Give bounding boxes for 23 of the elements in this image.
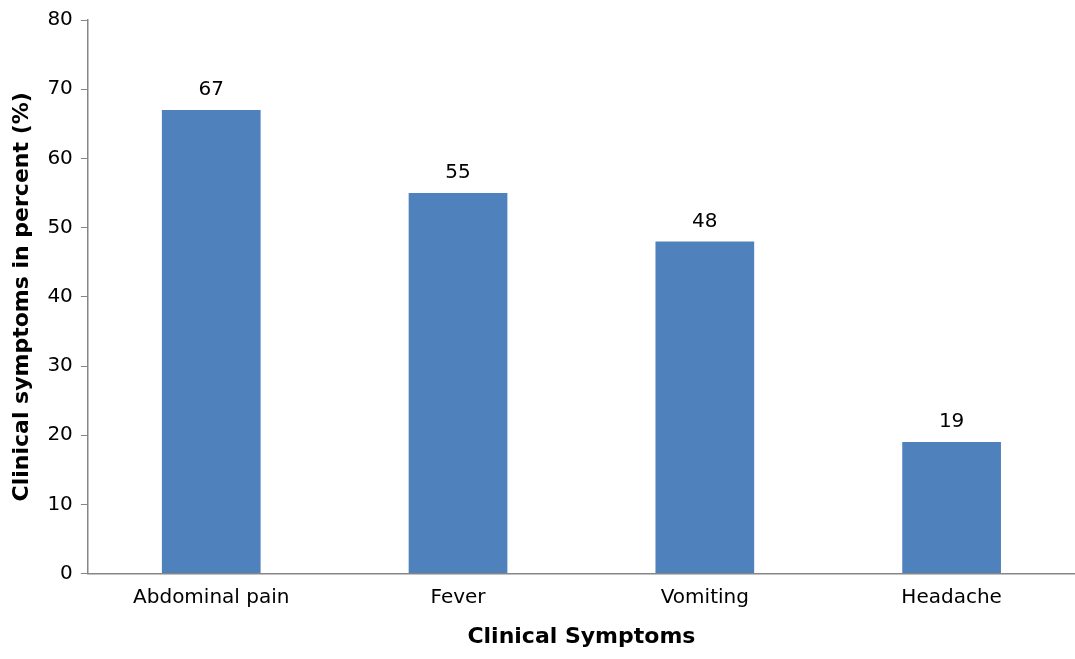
bar: [655, 241, 755, 574]
y-tick-label: 50: [47, 213, 73, 238]
bar: [408, 193, 508, 574]
bar: [161, 109, 261, 574]
y-axis-title: Clinical symptoms in percent (%): [7, 92, 33, 502]
y-tick-label: 10: [47, 490, 73, 515]
y-tick-label: 0: [60, 559, 73, 584]
x-tick-label: Fever: [430, 583, 487, 608]
y-tick-label: 20: [47, 421, 73, 446]
y-tick-label: 60: [47, 144, 73, 169]
y-tick-label: 30: [47, 352, 73, 377]
x-tick-label: Vomiting: [660, 583, 749, 608]
data-label: 67: [198, 76, 224, 101]
y-tick-label: 40: [47, 283, 73, 307]
y-tick-label: 70: [47, 75, 73, 100]
data-label: 48: [692, 207, 718, 232]
x-tick-label: Abdominal pain: [133, 583, 290, 608]
data-label: 19: [938, 408, 965, 433]
y-tick-label: 80: [47, 6, 73, 31]
x-axis-title: Clinical Symptoms: [467, 622, 696, 648]
x-tick-label: Headache: [901, 583, 1002, 608]
bar: [902, 442, 1001, 574]
data-label: 55: [445, 159, 471, 184]
